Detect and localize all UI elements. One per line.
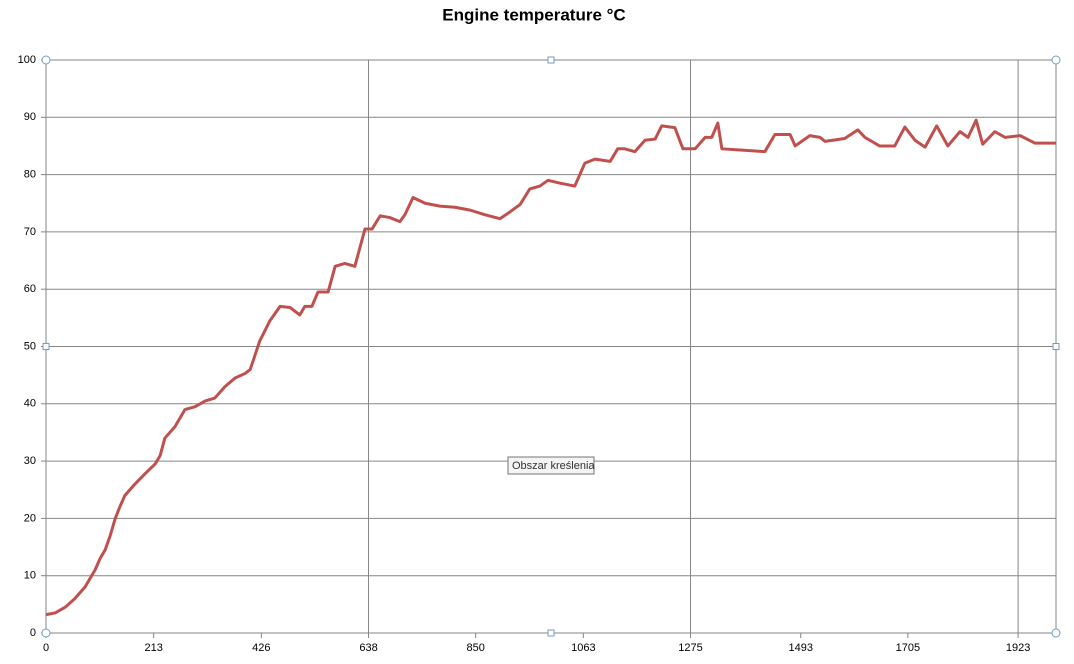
selection-handle — [41, 628, 51, 638]
y-tick-label: 90 — [24, 111, 36, 123]
y-tick-label: 70 — [24, 226, 36, 238]
selection-handle — [547, 56, 555, 64]
selection-handle — [547, 629, 555, 637]
y-tick-label: 100 — [18, 54, 36, 66]
x-tick-label: 1063 — [571, 642, 595, 654]
y-tick-label: 20 — [24, 512, 36, 524]
y-tick-label: 30 — [24, 455, 36, 467]
selection-handle — [1051, 628, 1061, 638]
tooltip: Obszar kreślenia — [512, 460, 595, 472]
selection-handle — [41, 55, 51, 65]
x-tick-label: 1275 — [678, 642, 702, 654]
selection-handle — [1052, 343, 1060, 350]
x-tick-label: 1493 — [788, 642, 812, 654]
line-series — [45, 118, 1056, 617]
selection-handle — [1051, 55, 1061, 65]
x-tick-label: 0 — [43, 642, 49, 654]
x-tick-label: 213 — [144, 642, 162, 654]
x-tick-label: 638 — [359, 642, 377, 654]
y-tick-label: 40 — [24, 398, 36, 410]
x-tick-label: 1705 — [896, 642, 920, 654]
x-tick-label: 426 — [252, 642, 270, 654]
y-tick-label: 10 — [24, 570, 36, 582]
y-tick-label: 50 — [24, 340, 36, 352]
y-tick-label: 0 — [30, 627, 36, 639]
x-tick-label: 1923 — [1006, 642, 1030, 654]
x-tick-label: 850 — [467, 642, 485, 654]
y-tick-label: 80 — [24, 169, 36, 181]
y-tick-label: 60 — [24, 283, 36, 295]
selection-handle — [42, 343, 50, 350]
chart-title: Engine temperature °C — [442, 5, 625, 24]
tooltip-box — [507, 456, 595, 475]
